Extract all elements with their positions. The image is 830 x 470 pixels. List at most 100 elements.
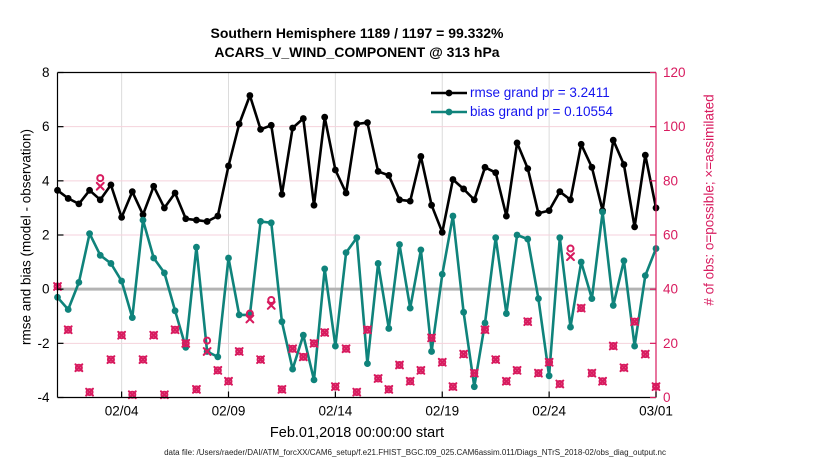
assimilated-obs-marker	[587, 368, 597, 378]
assimilated-obs-marker	[459, 349, 469, 359]
assimilated-obs-marker	[566, 252, 575, 262]
rmse-series-marker	[257, 125, 264, 133]
possible-obs-marker	[534, 369, 543, 378]
assimilated-obs-marker	[555, 379, 565, 389]
possible-obs-marker	[117, 331, 126, 340]
assimilated-obs-marker	[256, 355, 266, 365]
possible-obs-marker	[267, 296, 276, 304]
rmse-series-marker	[160, 204, 168, 212]
chart-title-line-2: ACARS_V_WIND_COMPONENT @ 313 hPa	[214, 44, 500, 60]
possible-obs-marker	[363, 325, 372, 334]
possible-obs-marker	[181, 339, 190, 348]
assimilated-obs-marker	[416, 365, 426, 375]
assimilated-obs-marker	[95, 181, 105, 191]
assimilated-obs-marker	[85, 387, 95, 397]
rmse-series-marker	[588, 163, 596, 171]
possible-obs-marker	[395, 361, 404, 369]
assimilated-obs-marker	[501, 376, 511, 386]
rmse-series-marker	[545, 207, 553, 215]
possible-obs-marker	[513, 366, 522, 375]
rmse-series-marker	[64, 195, 72, 202]
bias-series-marker	[139, 216, 147, 224]
rmse-series-marker	[86, 186, 93, 194]
assimilated-obs-marker	[352, 387, 362, 397]
assimilated-obs-marker	[138, 355, 148, 365]
assimilated-obs-marker	[437, 357, 447, 367]
assimilated-obs-marker	[523, 317, 533, 327]
bias-series-marker	[128, 314, 136, 322]
bias-series-marker	[631, 342, 639, 350]
bias-series	[54, 208, 660, 391]
rmse-series-marker	[118, 213, 126, 221]
rmse-series-marker	[641, 151, 649, 159]
possible-obs-marker	[74, 363, 83, 372]
x-tick-label: 02/14	[318, 404, 352, 419]
bias-series-marker	[278, 318, 286, 326]
possible-obs-marker	[352, 388, 361, 397]
rmse-series-marker	[75, 200, 83, 208]
bias-series-marker	[118, 277, 126, 285]
right-tick-label: 40	[663, 282, 678, 297]
possible-obs-marker	[203, 336, 212, 345]
bias-series-marker	[64, 306, 72, 313]
bias-series-marker	[545, 372, 553, 380]
possible-obs-marker	[427, 333, 436, 342]
bias-series-marker	[641, 272, 649, 280]
assimilated-obs-marker	[619, 363, 629, 373]
possible-obs-marker	[288, 344, 297, 353]
possible-obs-marker	[545, 358, 554, 367]
rmse-series-marker	[374, 167, 382, 175]
possible-obs-marker	[448, 382, 457, 391]
legend: rmse grand pr = 3.2411 bias grand pr = 0.…	[430, 83, 613, 121]
assimilated-obs-marker	[320, 328, 330, 337]
bias-legend-label: bias grand pr = 0.10554	[470, 104, 613, 119]
rmse-series-marker	[502, 212, 510, 220]
bias-series-marker	[609, 302, 617, 309]
assimilated-obs-marker	[640, 349, 650, 359]
possible-obs-marker	[64, 325, 73, 334]
assimilated-obs-marker	[576, 303, 586, 313]
bias-series-marker	[331, 342, 339, 350]
bias-series-marker	[225, 254, 232, 262]
rmse-series-marker	[214, 212, 222, 220]
rmse-series-marker	[96, 196, 104, 204]
possible-obs-marker	[149, 331, 158, 340]
left-tick-label: 0	[42, 282, 50, 297]
rmse-series-marker	[171, 189, 179, 197]
bias-series-marker	[289, 365, 297, 373]
right-tick-label: 120	[663, 65, 686, 80]
rmse-series-marker	[321, 113, 329, 121]
rmse-series-marker	[438, 228, 446, 236]
rmse-series-marker	[460, 185, 468, 193]
possible-obs-marker	[277, 385, 286, 394]
possible-obs-marker	[481, 325, 489, 334]
rmse-series-marker	[235, 120, 243, 128]
bias-series-marker	[299, 331, 307, 339]
rmse-series-marker	[406, 197, 414, 205]
rmse-series-marker	[396, 196, 403, 204]
bias-series-marker	[599, 208, 606, 216]
rmse-series-marker	[267, 121, 275, 129]
bias-series-marker	[417, 246, 425, 254]
bias-series-marker	[321, 265, 329, 273]
assimilated-obs-marker	[245, 314, 255, 324]
left-axis-title: rmse and bias (model - observation)	[18, 128, 34, 346]
rmse-series-marker	[150, 182, 158, 190]
bias-series-marker	[449, 212, 457, 220]
rmse-series-marker	[481, 163, 489, 171]
bias-series-marker	[193, 243, 200, 251]
possible-obs-marker	[523, 317, 532, 326]
bias-series-marker	[96, 251, 104, 259]
rmse-series-marker	[139, 211, 147, 219]
assimilated-obs-marker	[544, 357, 554, 367]
rmse-series-marker	[225, 162, 232, 170]
assimilated-obs-marker	[149, 330, 159, 340]
x-tick-label: 03/01	[639, 404, 673, 419]
rmse-series-marker	[492, 169, 500, 177]
x-tick-label: 02/24	[532, 404, 566, 419]
possible-obs-marker	[598, 377, 607, 386]
possible-obs-marker	[630, 317, 639, 326]
possible-obs-marker	[331, 382, 340, 391]
rmse-series-marker	[428, 201, 435, 209]
bias-series-marker	[267, 219, 275, 227]
